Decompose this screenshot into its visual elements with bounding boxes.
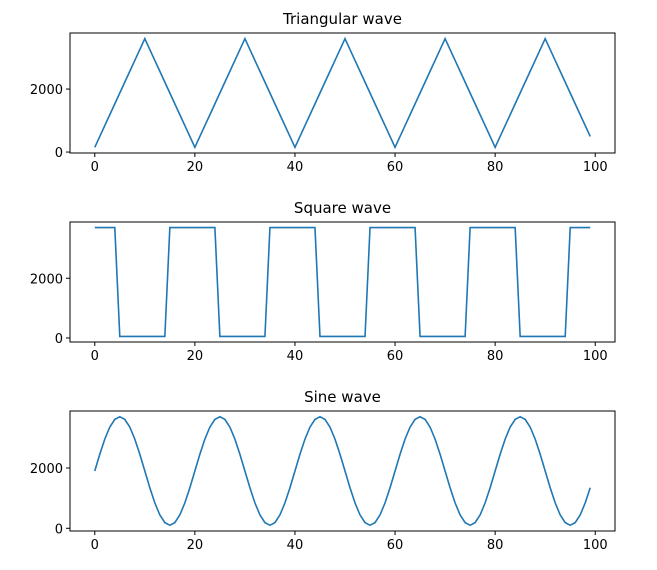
axes-frame bbox=[69, 221, 616, 343]
x-tick-label: 40 bbox=[287, 349, 304, 364]
x-tick-label: 60 bbox=[387, 160, 404, 175]
x-tick-label: 60 bbox=[387, 349, 404, 364]
y-tick-label: 0 bbox=[55, 522, 63, 537]
x-tick-label: 20 bbox=[187, 349, 204, 364]
x-tick-label: 100 bbox=[583, 160, 608, 175]
x-tick-label: 20 bbox=[187, 160, 204, 175]
line bbox=[94, 36, 591, 150]
y-tick-label: 2000 bbox=[30, 272, 63, 287]
y-tick-label: 2000 bbox=[30, 462, 63, 477]
y-tick-label: 0 bbox=[55, 332, 63, 347]
x-tick-label: 100 bbox=[583, 349, 608, 364]
x-tick-label: 0 bbox=[91, 349, 99, 364]
x-tick-label: 100 bbox=[583, 538, 608, 553]
x-tick-label: 0 bbox=[91, 160, 99, 175]
axes-frame bbox=[69, 410, 616, 532]
x-tick-label: 80 bbox=[487, 160, 504, 175]
x-tick-label: 80 bbox=[487, 538, 504, 553]
subplot-title: Sine wave bbox=[304, 388, 381, 406]
x-tick-label: 0 bbox=[91, 538, 99, 553]
x-tick-label: 20 bbox=[187, 538, 204, 553]
x-tick-label: 40 bbox=[287, 538, 304, 553]
x-tick-label: 60 bbox=[387, 538, 404, 553]
y-tick-label: 2000 bbox=[30, 83, 63, 98]
line bbox=[94, 226, 591, 338]
y-tick-label: 0 bbox=[55, 146, 63, 161]
subplot-title: Triangular wave bbox=[282, 10, 402, 28]
x-tick-label: 40 bbox=[287, 160, 304, 175]
line bbox=[94, 415, 591, 527]
axes-frame bbox=[69, 32, 616, 154]
subplot-title: Square wave bbox=[294, 199, 391, 217]
x-tick-label: 80 bbox=[487, 349, 504, 364]
